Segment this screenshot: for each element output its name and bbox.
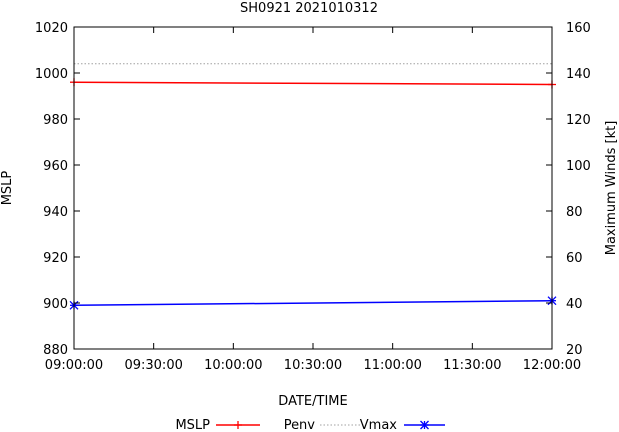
x-tick-label: 11:30:00 xyxy=(443,358,501,373)
legend-label-mslp: MSLP xyxy=(175,418,210,432)
y-tick-label-left: 1020 xyxy=(35,21,68,36)
y-tick-label-left: 880 xyxy=(43,343,68,358)
y-tick-label-right: 120 xyxy=(566,113,591,128)
y-tick-label-right: 160 xyxy=(566,21,591,36)
x-tick-label: 09:00:00 xyxy=(45,358,103,373)
y-tick-label-right: 80 xyxy=(566,205,583,220)
series-line-vmax xyxy=(73,299,553,307)
x-tick-label: 10:30:00 xyxy=(284,358,342,373)
y-tick-label-left: 960 xyxy=(43,159,68,174)
legend-marker-vmax xyxy=(420,420,429,430)
x-axis-label: DATE/TIME xyxy=(278,394,347,409)
x-tick-label: 12:00:00 xyxy=(523,358,581,373)
x-tick-label: 09:30:00 xyxy=(124,358,182,373)
legend-label-penv: Penv xyxy=(284,418,316,432)
y-tick-label-left: 920 xyxy=(43,251,68,266)
y-tick-label-right: 40 xyxy=(566,297,583,312)
y-tick-label-left: 1000 xyxy=(35,67,68,82)
x-tick-label: 10:00:00 xyxy=(204,358,262,373)
legend-label-vmax: Vmax xyxy=(360,418,398,432)
y-axis-label-left: MSLP xyxy=(0,171,15,206)
x-tick-label: 11:00:00 xyxy=(363,358,421,373)
y-tick-label-left: 980 xyxy=(43,113,68,128)
y-tick-label-right: 20 xyxy=(566,343,583,358)
series-line-mslp xyxy=(73,81,553,86)
legend-marker-mslp xyxy=(234,421,242,429)
y-tick-label-left: 940 xyxy=(43,205,68,220)
axis-layer: 880 900 920 940 960 980 1000 1020 20 40 60 80 100 120… xyxy=(35,21,591,373)
legend: MSLP Penv Vmax xyxy=(175,418,445,432)
y-axis-label-right: Maximum Winds [kt] xyxy=(604,121,619,256)
y-tick-label-right: 140 xyxy=(566,67,591,82)
y-tick-label-right: 100 xyxy=(566,159,591,174)
chart-title: SH0921 2021010312 xyxy=(240,1,378,16)
y-tick-label-left: 900 xyxy=(43,297,68,312)
y-tick-label-right: 60 xyxy=(566,251,583,266)
series-layer xyxy=(69,63,557,310)
